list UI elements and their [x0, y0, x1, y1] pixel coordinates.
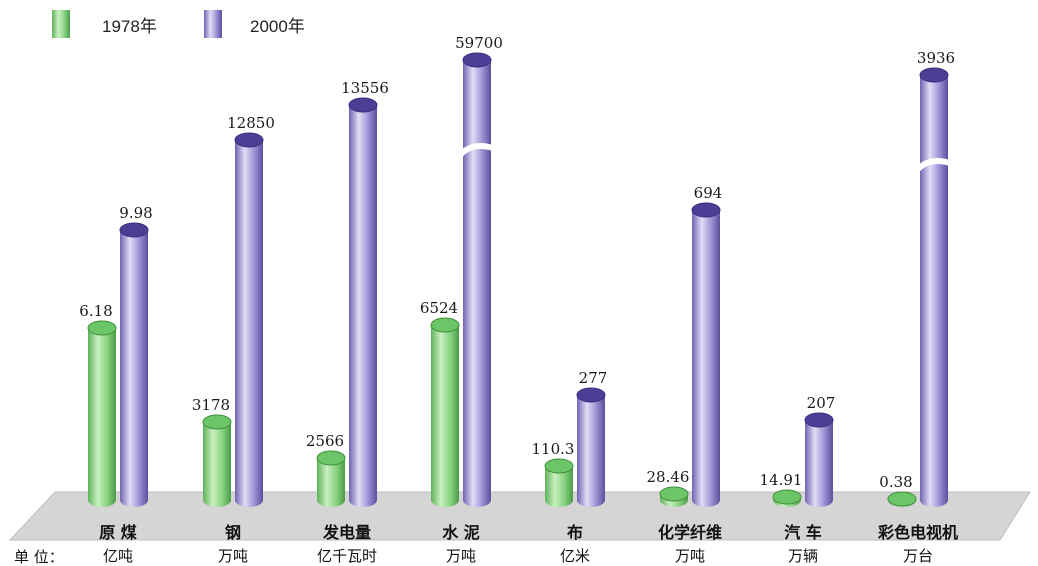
bar-top [919, 67, 949, 83]
category-unit: 亿千瓦时 [317, 547, 377, 565]
bar-top [316, 450, 346, 466]
value-label-1978: 0.38 [879, 473, 912, 491]
axis-break-mark [458, 143, 494, 157]
bar-body [805, 420, 833, 500]
category-unit: 万台 [903, 547, 933, 565]
bar-body [203, 422, 231, 500]
bar-base [120, 493, 148, 507]
bar-2000-6 [804, 412, 834, 507]
legend-label-2000: 2000年 [250, 17, 305, 36]
bar-1978-2 [316, 450, 346, 507]
value-label-1978: 3178 [192, 396, 230, 414]
bar-2000-0 [119, 222, 149, 507]
bar-base [235, 493, 263, 507]
value-label-1978: 2566 [306, 432, 344, 450]
bar-top [576, 387, 606, 403]
category-label: 钢 [225, 523, 241, 542]
bar-1978-0 [87, 320, 117, 507]
category-label: 彩色电视机 [877, 523, 958, 542]
value-label-2000: 13556 [341, 79, 389, 97]
bar-top [430, 317, 460, 333]
category-unit: 万辆 [788, 547, 818, 565]
category-unit: 万吨 [218, 547, 248, 565]
bar-top [202, 414, 232, 430]
category-label: 原 煤 [99, 523, 137, 542]
bar-body [577, 395, 605, 500]
value-label-2000: 277 [579, 369, 608, 387]
category-label: 化学纤维 [658, 523, 722, 542]
bar-top [348, 97, 378, 113]
value-label-2000: 9.98 [119, 204, 152, 222]
bar-2000-2 [348, 97, 378, 507]
bar-2000-1 [234, 132, 264, 507]
bar-top [87, 320, 117, 336]
legend-swatch-2000 [204, 10, 222, 38]
bar-base [920, 493, 948, 507]
bar-top [887, 491, 917, 507]
bar-2000-7 [915, 67, 951, 507]
bar-base [203, 493, 231, 507]
bar-top [772, 489, 802, 505]
bar-base [805, 493, 833, 507]
bar-body [463, 60, 491, 500]
legend-label-1978: 1978年 [102, 17, 157, 36]
bar-body [88, 328, 116, 500]
bar-base [463, 493, 491, 507]
category-label: 水 泥 [442, 523, 480, 542]
bars-group: 6.18 9.98 3178 12850 2566 13556 6524 59700 110.3… [79, 34, 955, 507]
bar-1978-3 [430, 317, 460, 507]
category-unit: 亿吨 [103, 547, 133, 565]
bar-2000-4 [576, 387, 606, 507]
bar-body [349, 105, 377, 500]
bar-body [920, 75, 948, 500]
bar-base [577, 493, 605, 507]
value-label-2000: 3936 [917, 49, 955, 67]
bar-1978-5 [659, 486, 689, 507]
legend-swatch-1978 [52, 10, 70, 38]
bar-1978-7 [887, 491, 917, 507]
bar-top [462, 52, 492, 68]
bar-body [235, 140, 263, 500]
bar-base [88, 493, 116, 507]
bar-body [692, 210, 720, 500]
unit-prefix: 单 位： [14, 548, 64, 566]
bar-top [659, 486, 689, 502]
axis-break-mark [915, 158, 951, 172]
bar-body [431, 325, 459, 500]
value-label-2000: 207 [807, 394, 836, 412]
value-label-2000: 12850 [227, 114, 275, 132]
category-label: 布 [567, 523, 583, 542]
category-unit: 亿米 [560, 547, 590, 565]
category-unit: 万吨 [675, 547, 705, 565]
value-label-1978: 6.18 [79, 302, 112, 320]
bar-top [804, 412, 834, 428]
bar-top [544, 458, 574, 474]
bar-base [692, 493, 720, 507]
bar-base [349, 493, 377, 507]
value-label-1978: 110.3 [532, 440, 575, 458]
bar-top [234, 132, 264, 148]
category-unit: 万吨 [446, 547, 476, 565]
bar-2000-5 [691, 202, 721, 507]
value-label-1978: 14.91 [760, 471, 803, 489]
value-label-2000: 59700 [455, 34, 503, 52]
bar-1978-4 [544, 458, 574, 507]
bar-2000-3 [458, 52, 494, 507]
bar-base [317, 493, 345, 507]
bar-1978-1 [202, 414, 232, 507]
bar-1978-6 [772, 489, 802, 507]
value-label-1978: 6524 [420, 299, 458, 317]
bar-base [431, 493, 459, 507]
bar-top [119, 222, 149, 238]
category-label: 汽 车 [784, 523, 822, 542]
value-label-2000: 694 [694, 184, 723, 202]
value-label-1978: 28.46 [647, 468, 690, 486]
category-label: 发电量 [322, 523, 371, 542]
bar-top [691, 202, 721, 218]
legend: 1978年 2000年 [52, 10, 305, 38]
bar-body [120, 230, 148, 500]
bar-base [545, 493, 573, 507]
